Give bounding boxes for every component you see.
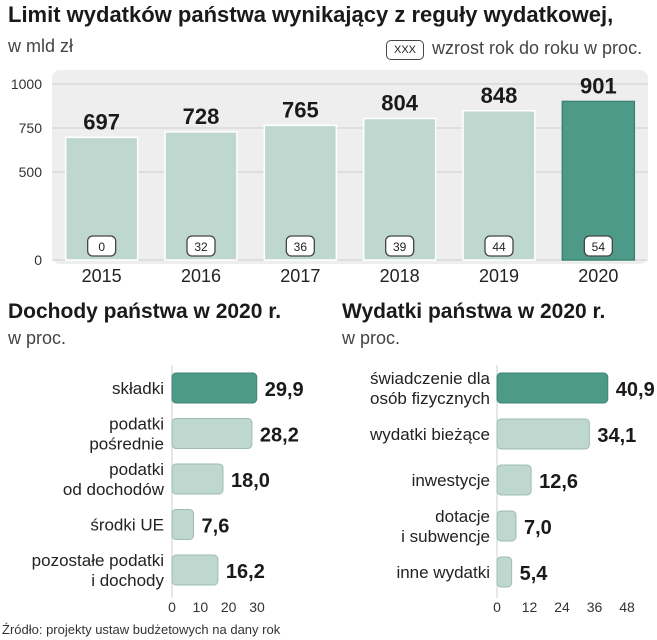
category-label: pozostałe podatki <box>32 551 164 570</box>
value-label: 34,1 <box>597 425 636 447</box>
x-tick-label: 2018 <box>380 266 420 286</box>
income-subtitle: w proc. <box>8 328 67 348</box>
category-label: podatki <box>109 415 164 434</box>
category-label: inwestycje <box>412 471 490 490</box>
value-label: 7,6 <box>202 516 230 538</box>
growth-box <box>583 235 613 257</box>
x-tick-label: 2015 <box>82 266 122 286</box>
growth-label: 0 <box>98 240 105 254</box>
bar <box>171 418 253 449</box>
unit-label: w mld zł <box>8 36 74 56</box>
growth-label: 44 <box>492 240 506 254</box>
bar <box>496 510 517 542</box>
growth-label: 32 <box>194 240 208 254</box>
value-label: 40,9 <box>616 379 655 401</box>
y-tick-label: 1000 <box>11 76 42 92</box>
growth-box <box>285 235 315 257</box>
legend-box: XXX <box>386 40 424 60</box>
income-title: Dochody państwa w 2020 r. <box>8 300 282 323</box>
x-tick-label: 0 <box>168 599 176 615</box>
y-tick-label: 0 <box>34 252 42 268</box>
category-label: środki UE <box>90 516 164 535</box>
value-label: 16,2 <box>226 561 265 583</box>
category-label: pośrednie <box>89 435 164 454</box>
bar <box>496 464 532 496</box>
y-tick-label: 500 <box>19 164 43 180</box>
category-label: podatki <box>109 460 164 479</box>
bar <box>171 463 224 495</box>
growth-label: 39 <box>393 240 407 254</box>
growth-label: 36 <box>294 240 308 254</box>
source-note: Źródło: projekty ustaw budżetowych na da… <box>2 622 281 637</box>
value-label: 728 <box>183 104 220 129</box>
x-tick-label: 12 <box>522 599 538 615</box>
legend-label: wzrost rok do roku w proc. <box>432 38 643 58</box>
x-tick-label: 10 <box>193 599 209 615</box>
plot-background <box>52 70 648 264</box>
value-label: 804 <box>381 90 418 115</box>
x-tick-label: 20 <box>221 599 237 615</box>
category-label: od dochodów <box>63 480 165 499</box>
growth-box <box>385 235 415 257</box>
growth-label: 54 <box>592 240 606 254</box>
bar <box>171 554 219 586</box>
y-tick-label: 750 <box>19 120 43 136</box>
category-label: składki <box>112 379 164 398</box>
bar <box>561 100 636 261</box>
growth-box <box>484 235 514 257</box>
x-tick-label: 36 <box>587 599 603 615</box>
spending-title: Wydatki państwa w 2020 r. <box>342 300 606 323</box>
x-tick-label: 2020 <box>578 266 618 286</box>
x-tick-label: 0 <box>493 599 501 615</box>
category-label: dotacje <box>435 507 490 526</box>
category-label: i subwencje <box>401 527 490 546</box>
value-label: 697 <box>83 109 120 134</box>
bar <box>496 556 513 588</box>
category-label: osób fizycznych <box>370 389 490 408</box>
category-label: świadczenie dla <box>370 369 491 388</box>
growth-box <box>87 235 117 257</box>
x-tick-label: 2016 <box>181 266 221 286</box>
value-label: 29,9 <box>265 379 304 401</box>
growth-box <box>186 235 216 257</box>
chart-title: Limit wydatków państwa wynikający z regu… <box>8 2 614 27</box>
value-label: 848 <box>481 83 518 108</box>
category-label: wydatki bieżące <box>369 425 490 444</box>
x-tick-label: 2017 <box>280 266 320 286</box>
x-tick-label: 48 <box>619 599 635 615</box>
x-tick-label: 30 <box>249 599 265 615</box>
category-label: i dochody <box>91 571 164 590</box>
x-tick-label: 24 <box>554 599 570 615</box>
value-label: 765 <box>282 97 319 122</box>
value-label: 5,4 <box>520 563 549 585</box>
bar <box>171 372 258 404</box>
value-label: 18,0 <box>231 470 270 492</box>
bar <box>496 372 609 404</box>
value-label: 7,0 <box>524 517 552 539</box>
bar <box>462 110 536 261</box>
value-label: 28,2 <box>260 425 299 447</box>
bar <box>496 418 590 450</box>
category-label: inne wydatki <box>396 563 490 582</box>
bar <box>171 509 195 540</box>
value-label: 12,6 <box>539 471 578 493</box>
spending-subtitle: w proc. <box>342 328 401 348</box>
value-label: 901 <box>580 73 617 98</box>
x-tick-label: 2019 <box>479 266 519 286</box>
